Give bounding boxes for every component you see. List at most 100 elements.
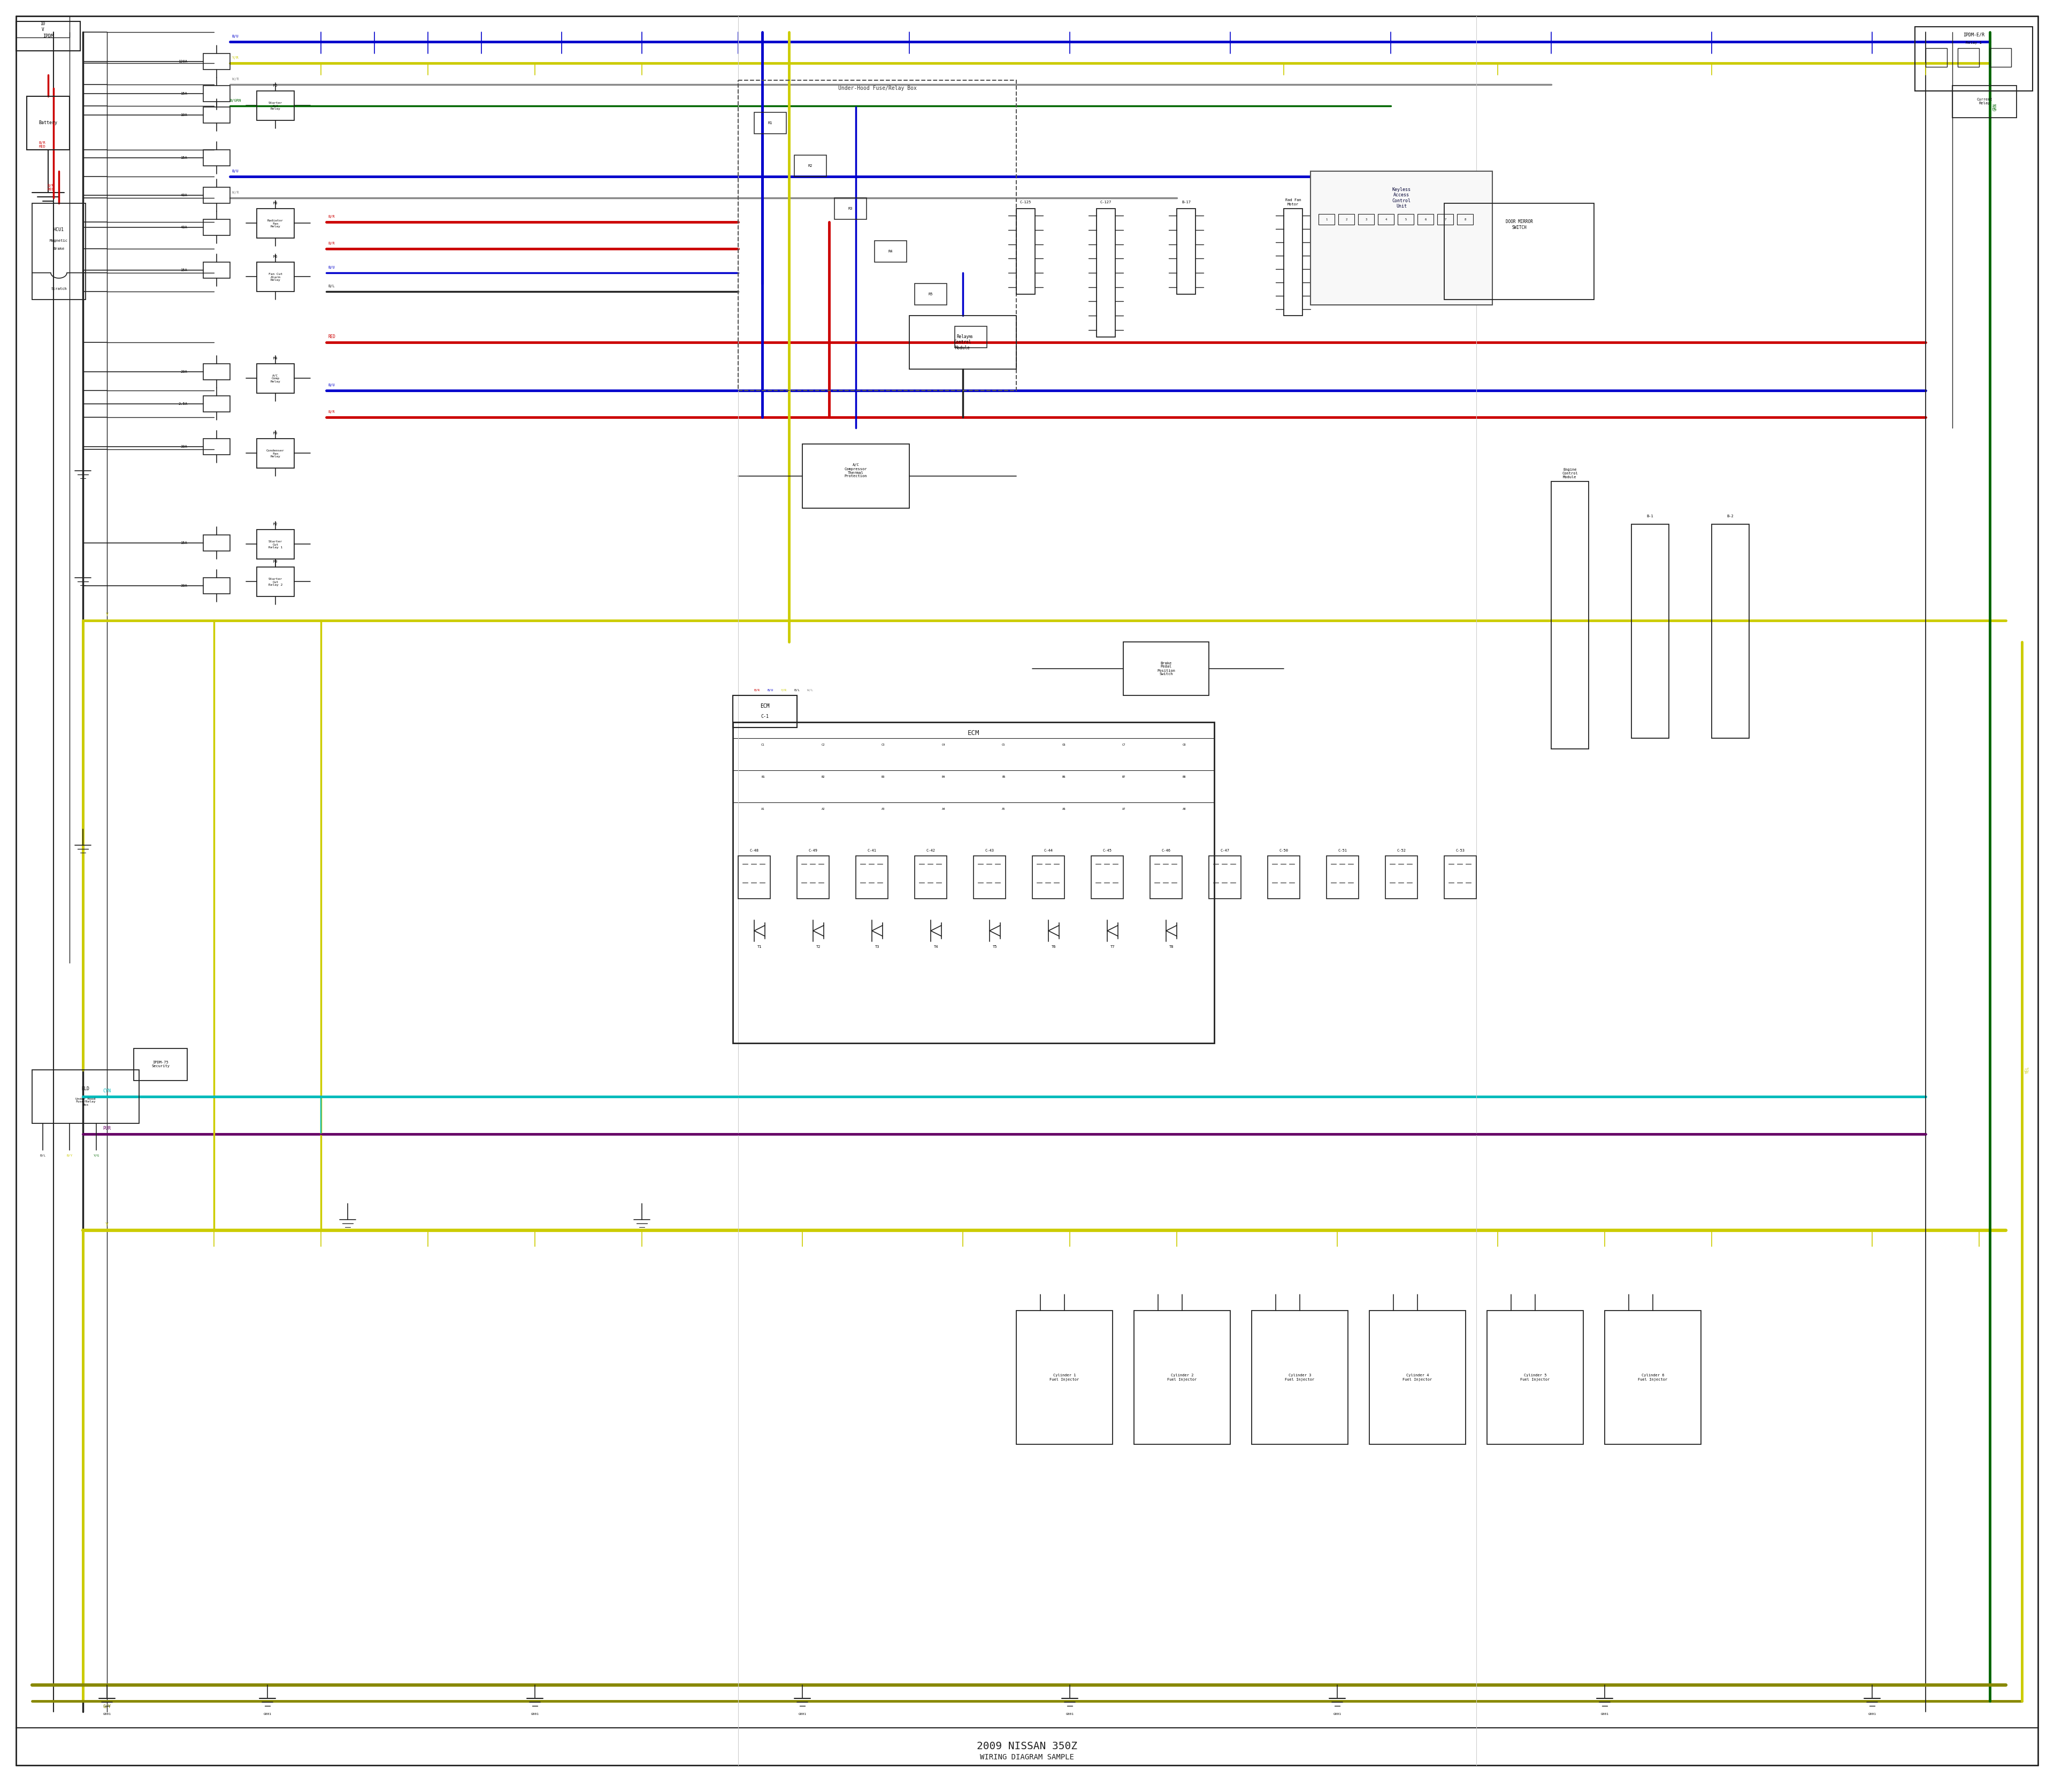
Text: B7: B7 — [1121, 776, 1126, 778]
Text: M5: M5 — [273, 84, 277, 88]
Text: ECM: ECM — [760, 704, 770, 710]
Bar — [1267, 857, 1300, 898]
Bar — [1631, 525, 1668, 738]
Bar — [1251, 1310, 1347, 1444]
Text: C-46: C-46 — [1161, 849, 1171, 853]
Text: Under-Hood Fuse/Relay Box: Under-Hood Fuse/Relay Box — [838, 86, 916, 91]
Bar — [1604, 1310, 1701, 1444]
Bar — [974, 857, 1006, 898]
Text: Starter
Cut
Relay 2: Starter Cut Relay 2 — [269, 577, 283, 586]
Text: C3: C3 — [881, 744, 885, 745]
Bar — [203, 54, 230, 70]
Text: Fan Cut
Alarm
Relay: Fan Cut Alarm Relay — [269, 272, 283, 281]
Text: A2: A2 — [822, 808, 826, 810]
Text: CYN: CYN — [103, 1090, 111, 1093]
Bar — [203, 577, 230, 593]
Bar — [203, 186, 230, 202]
Text: C-47: C-47 — [1220, 849, 1230, 853]
Text: T4: T4 — [935, 944, 939, 948]
Text: HCU1: HCU1 — [53, 228, 64, 233]
Text: B3: B3 — [881, 776, 885, 778]
Text: DOOR MIRROR
SWITCH: DOOR MIRROR SWITCH — [1506, 219, 1532, 229]
Bar — [1384, 857, 1417, 898]
Text: B/GRN: B/GRN — [230, 99, 240, 102]
Bar — [134, 1048, 187, 1081]
Text: B1: B1 — [762, 776, 764, 778]
Text: C-125: C-125 — [1021, 201, 1031, 204]
Bar — [1914, 27, 2033, 91]
Text: ELD: ELD — [82, 1086, 90, 1091]
Bar — [1397, 213, 1413, 224]
Text: C-49: C-49 — [809, 849, 817, 853]
Text: 2009 NISSAN 350Z: 2009 NISSAN 350Z — [978, 1742, 1076, 1751]
Text: Starter
Cut
Relay 1: Starter Cut Relay 1 — [269, 539, 283, 548]
Text: 20A: 20A — [181, 371, 187, 373]
Text: B6: B6 — [1062, 776, 1066, 778]
Bar — [203, 108, 230, 124]
Text: B/U: B/U — [329, 383, 335, 387]
Text: M0: M0 — [273, 561, 277, 563]
Text: B/R: B/R — [329, 215, 335, 219]
Bar — [1339, 213, 1354, 224]
Bar — [1487, 1310, 1584, 1444]
Bar — [875, 240, 906, 262]
Bar — [857, 857, 887, 898]
Bar — [737, 857, 770, 898]
Text: C5: C5 — [1002, 744, 1004, 745]
Text: Magnetic: Magnetic — [49, 238, 68, 242]
Bar — [1327, 857, 1358, 898]
Bar — [1417, 213, 1434, 224]
Text: Relay
Control
Module: Relay Control Module — [955, 335, 972, 349]
Text: C-51: C-51 — [1337, 849, 1347, 853]
Bar — [257, 566, 294, 597]
Text: GRN: GRN — [1992, 104, 1999, 111]
Text: C1: C1 — [762, 744, 764, 745]
Text: Under Hood
Fuse/Relay
Box: Under Hood Fuse/Relay Box — [76, 1097, 97, 1106]
Bar — [257, 262, 294, 292]
Text: Current
Relay: Current Relay — [1976, 99, 1992, 106]
Bar — [795, 156, 826, 177]
Text: C-44: C-44 — [1043, 849, 1054, 853]
Bar — [203, 536, 230, 550]
Text: Y: Y — [105, 613, 109, 618]
Bar — [955, 326, 986, 348]
Text: B/R: B/R — [329, 410, 335, 414]
Text: C2: C2 — [822, 744, 826, 745]
Text: Keyless
Access
Control
Unit: Keyless Access Control Unit — [1393, 186, 1411, 208]
Bar — [1358, 213, 1374, 224]
Text: Engine
Control
Module: Engine Control Module — [1561, 468, 1577, 478]
Bar — [1017, 208, 1035, 294]
Text: B2: B2 — [822, 776, 826, 778]
Text: A/C
Compressor
Thermal
Protection: A/C Compressor Thermal Protection — [844, 464, 867, 478]
Text: R1: R1 — [768, 122, 772, 125]
Text: G001: G001 — [1066, 1713, 1074, 1715]
Text: T6: T6 — [1052, 944, 1056, 948]
Text: B/L: B/L — [329, 285, 335, 289]
Text: Radiator
Fan
Relay: Radiator Fan Relay — [267, 219, 283, 228]
Text: C6: C6 — [1062, 744, 1066, 745]
Text: M3: M3 — [273, 432, 277, 435]
Text: W/R: W/R — [232, 77, 238, 81]
Text: M2: M2 — [273, 523, 277, 525]
Bar — [1456, 213, 1473, 224]
Text: C-53: C-53 — [1456, 849, 1465, 853]
Bar — [1927, 48, 1947, 66]
Text: A7: A7 — [1121, 808, 1126, 810]
Text: RED: RED — [329, 335, 335, 339]
Text: C-127: C-127 — [1101, 201, 1111, 204]
Text: B/U: B/U — [232, 170, 238, 172]
Text: B/Y: B/Y — [66, 1154, 72, 1158]
Text: WIRING DIAGRAM SAMPLE: WIRING DIAGRAM SAMPLE — [980, 1754, 1074, 1762]
Bar — [737, 81, 1017, 391]
Text: 30A: 30A — [181, 444, 187, 448]
Text: Battery: Battery — [39, 120, 58, 125]
Bar — [27, 97, 70, 151]
Bar — [1953, 86, 2017, 118]
Bar — [257, 530, 294, 559]
Text: G001: G001 — [799, 1713, 807, 1715]
Text: 2.5A: 2.5A — [179, 401, 187, 405]
Text: B/R
RED: B/R RED — [47, 185, 53, 190]
Text: Y/R: Y/R — [781, 688, 787, 692]
Text: T3: T3 — [875, 944, 879, 948]
Text: M6: M6 — [273, 254, 277, 258]
